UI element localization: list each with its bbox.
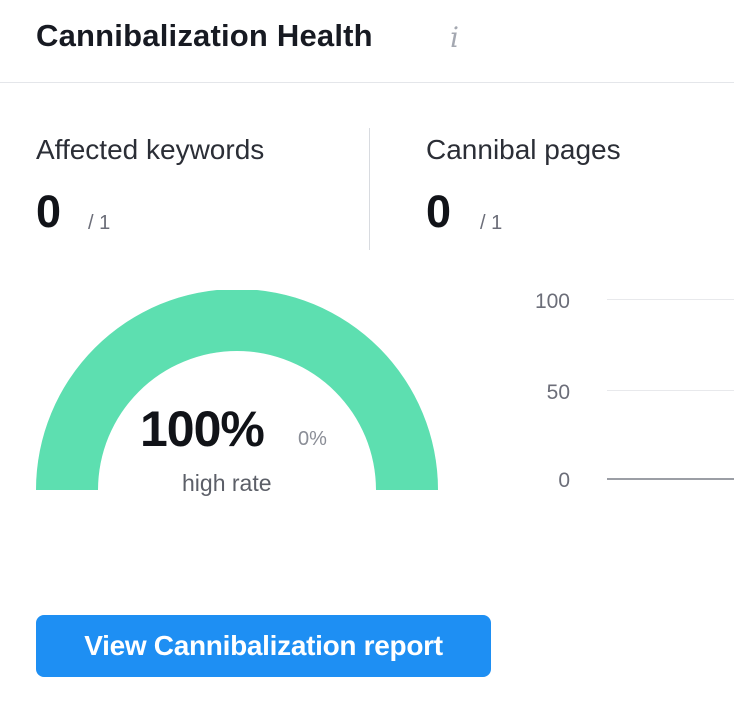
gauge-caption: high rate <box>182 470 272 496</box>
widget-title: Cannibalization Health <box>36 18 373 53</box>
gauge-secondary-value: 0% <box>298 428 327 450</box>
affected-keywords-total: / 1 <box>88 212 111 234</box>
view-cannibalization-report-button[interactable]: View Cannibalization report <box>36 615 491 677</box>
widget-header: Cannibalization Health i <box>0 0 734 83</box>
gridline-100 <box>607 299 734 300</box>
cannibal-pages-value: 0 <box>426 186 452 237</box>
affected-keywords-value: 0 <box>36 186 62 237</box>
cannibal-pages-label: Cannibal pages <box>426 134 621 165</box>
gridline-50 <box>607 390 734 391</box>
affected-keywords-label: Affected keywords <box>36 134 265 165</box>
chart-baseline <box>607 478 734 480</box>
y-tick-50: 50 <box>546 381 570 404</box>
cannibal-pages-total: / 1 <box>480 212 503 234</box>
metrics-divider <box>369 128 370 250</box>
gauge-fill <box>36 290 438 490</box>
y-tick-0: 0 <box>558 469 570 492</box>
info-icon[interactable]: i <box>450 21 459 54</box>
gauge-value: 100% <box>140 401 265 457</box>
health-gauge <box>36 290 438 490</box>
y-tick-100: 100 <box>534 290 570 313</box>
